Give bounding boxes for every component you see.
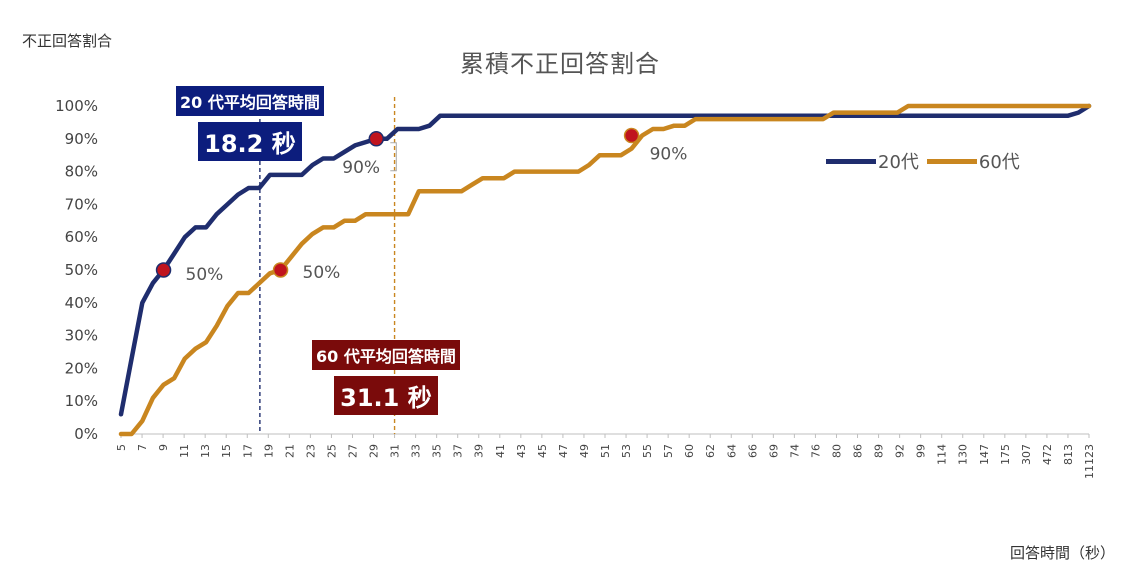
x-tick-label: 35 [431, 444, 444, 458]
age60-average-label: 60 代平均回答時間 [312, 340, 460, 370]
legend-label-60: 60代 [978, 152, 1020, 173]
series-line-20 [118, 103, 1092, 417]
x-tick-label: 80 [830, 444, 843, 458]
x-tick-label: 53 [620, 444, 633, 458]
x-tick-label: 39 [473, 444, 486, 458]
chart-title: 累積不正回答割合 [460, 50, 660, 78]
x-tick-label: 15 [220, 444, 233, 458]
x-tick-label: 31 [389, 444, 402, 458]
x-tick-label: 11123 [1083, 444, 1096, 479]
y-tick-label: 10% [65, 392, 98, 410]
x-tick-label: 69 [767, 444, 780, 458]
y-tick-label: 70% [65, 195, 98, 213]
y-tick-label: 20% [65, 359, 98, 377]
x-tick-label: 7 [136, 444, 149, 451]
x-tick-label: 11 [178, 444, 191, 458]
legend-swatch-20 [826, 158, 876, 164]
x-tick-label: 5 [115, 444, 128, 451]
annotation-marker [368, 131, 385, 147]
y-tick-label: 0% [74, 425, 98, 443]
y-tick-label: 40% [65, 294, 98, 312]
x-tick-label: 60 [683, 444, 696, 458]
x-tick-label: 76 [809, 444, 822, 458]
x-axis-title: 回答時間（秒） [1010, 544, 1116, 562]
x-tick-label: 37 [452, 444, 465, 458]
x-tick-label: 472 [1041, 444, 1054, 465]
annotation-label: 90% [342, 158, 380, 178]
y-tick-labels: 0% 10% 20% 30% 40% 50% 60% 70% 80% 90% 100% [55, 97, 98, 443]
x-tick-label: 47 [557, 444, 570, 458]
x-tick-label: 64 [725, 444, 738, 458]
annotation-marker [623, 127, 640, 144]
y-tick-label: 80% [65, 163, 98, 181]
x-tick-label: 74 [788, 444, 801, 458]
x-tick-label: 86 [852, 444, 865, 458]
legend-label-20: 20代 [878, 152, 919, 173]
legend-swatch-60 [926, 158, 977, 164]
y-tick-label: 50% [65, 261, 98, 279]
x-tick-label: 55 [641, 444, 654, 458]
annotation-bracket [390, 142, 397, 172]
x-tick-label: 21 [283, 444, 296, 458]
x-tick-label: 17 [241, 444, 254, 458]
age60-average-box: 60 代平均回答時間 31.1 秒 [312, 340, 460, 415]
x-tick-label: 307 [1020, 444, 1033, 465]
x-tick-label: 114 [936, 444, 949, 465]
x-tick-label: 19 [262, 444, 275, 458]
x-tick-label: 51 [599, 444, 612, 458]
y-axis-title: 不正回答割合 [22, 32, 113, 50]
y-tick-label: 60% [65, 228, 98, 246]
age20-average-value: 18.2 秒 [198, 122, 302, 161]
y-tick-label: 30% [65, 327, 98, 345]
x-tick-label: 27 [346, 444, 359, 458]
x-tick-label: 23 [304, 444, 317, 458]
x-tick-label: 9 [157, 444, 170, 451]
age20-average-box: 20 代平均回答時間 18.2 秒 [176, 86, 324, 161]
x-tick-label: 66 [746, 444, 759, 458]
x-tick-label: 13 [199, 444, 212, 458]
x-tick-label: 62 [704, 444, 717, 458]
legend-item-20: 20代 [826, 148, 919, 174]
y-tick-label: 100% [55, 97, 98, 115]
x-tick-label: 29 [368, 444, 381, 458]
annotation-label: 50% [186, 265, 224, 285]
x-tick-label: 99 [915, 444, 928, 458]
age20-average-label: 20 代平均回答時間 [176, 86, 324, 116]
x-tick-label: 89 [873, 444, 886, 458]
x-tick-label: 49 [578, 444, 591, 458]
x-tick-label: 33 [410, 444, 423, 458]
y-tick-label: 90% [65, 130, 98, 148]
x-tick-label: 92 [894, 444, 907, 458]
annotation-marker [272, 262, 289, 278]
x-tick-label: 147 [978, 444, 991, 465]
legend: 20代 60代 [826, 148, 1028, 174]
x-tick-label: 57 [662, 444, 675, 458]
x-tick-label: 41 [494, 444, 507, 458]
x-tick-label: 175 [999, 444, 1012, 465]
x-tick-label: 43 [515, 444, 528, 458]
annotation-label: 90% [650, 145, 688, 165]
annotation-markers: 50% 50% 90% 90% [155, 127, 688, 285]
x-tick-labels: 5 7 9 11 13 15 17 19 21 23 25 27 29 31 33 35 37 39 41 43 45 4… [115, 434, 1096, 479]
x-tick-label: 813 [1062, 444, 1075, 465]
x-tick-label: 25 [325, 444, 338, 458]
legend-item-60: 60代 [926, 148, 1020, 174]
annotation-label: 50% [303, 263, 341, 283]
annotation-marker [155, 262, 172, 278]
x-tick-label: 130 [957, 444, 970, 465]
x-tick-label: 45 [536, 444, 549, 458]
age60-average-value: 31.1 秒 [334, 376, 438, 415]
